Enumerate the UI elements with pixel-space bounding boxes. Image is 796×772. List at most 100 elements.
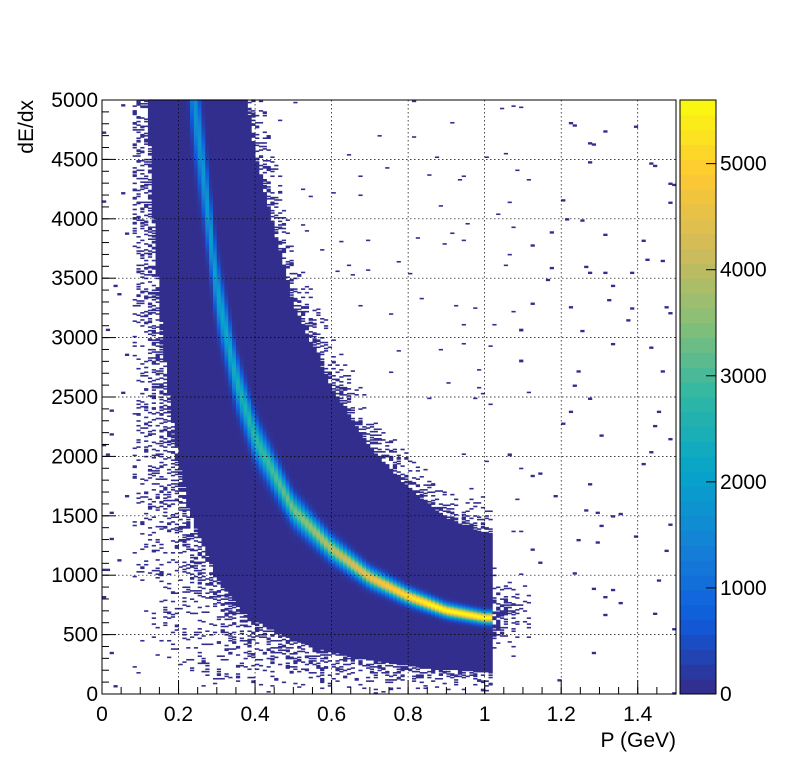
histogram-cell bbox=[167, 110, 172, 112]
histogram-cell bbox=[174, 473, 179, 476]
histogram-cell bbox=[140, 392, 145, 395]
histogram-cell bbox=[174, 385, 179, 388]
histogram-cell bbox=[174, 237, 179, 239]
histogram-cell bbox=[170, 186, 176, 188]
histogram-cell bbox=[170, 333, 176, 336]
histogram-cell bbox=[170, 202, 176, 205]
histogram-cell bbox=[151, 152, 156, 155]
histogram-cell bbox=[163, 478, 168, 480]
histogram-cell bbox=[174, 377, 179, 379]
histogram-cell bbox=[174, 408, 179, 410]
histogram-cell bbox=[167, 138, 172, 141]
histogram-cell bbox=[178, 338, 183, 340]
histogram-cell bbox=[193, 631, 199, 634]
histogram-cell bbox=[170, 241, 176, 244]
histogram-cell bbox=[167, 245, 172, 248]
histogram-cell bbox=[174, 265, 179, 268]
histogram-cell bbox=[147, 348, 153, 351]
histogram-cell bbox=[163, 352, 168, 355]
histogram-cell bbox=[159, 194, 164, 197]
histogram-cell bbox=[170, 119, 176, 122]
histogram-cell bbox=[147, 302, 153, 305]
histogram-cell bbox=[174, 313, 179, 315]
histogram-cell bbox=[178, 409, 183, 412]
histogram-cell bbox=[167, 297, 172, 300]
histogram-cell bbox=[174, 255, 179, 257]
histogram-cell bbox=[167, 373, 172, 376]
histogram-cell bbox=[167, 139, 172, 142]
histogram-cell bbox=[159, 455, 164, 458]
histogram-cell bbox=[170, 288, 176, 290]
histogram-cell bbox=[167, 309, 172, 312]
histogram-cell bbox=[174, 165, 179, 168]
histogram-cell bbox=[167, 117, 172, 119]
histogram-cell bbox=[144, 192, 149, 194]
histogram-cell bbox=[144, 214, 149, 217]
histogram-cell bbox=[144, 224, 149, 226]
histogram-cell bbox=[155, 164, 160, 167]
histogram-cell bbox=[170, 379, 176, 382]
histogram-cell bbox=[147, 424, 153, 427]
histogram-cell bbox=[178, 169, 183, 172]
histogram-cell bbox=[174, 345, 179, 347]
histogram-cell bbox=[170, 389, 176, 391]
histogram-cell bbox=[170, 275, 176, 277]
histogram-cell bbox=[178, 339, 183, 341]
histogram-cell bbox=[174, 490, 179, 492]
histogram-cell bbox=[167, 155, 172, 157]
histogram-cell bbox=[144, 187, 149, 189]
histogram-cell bbox=[155, 251, 160, 254]
histogram-cell bbox=[167, 225, 172, 227]
histogram-cell bbox=[174, 282, 179, 284]
histogram-cell bbox=[170, 213, 176, 216]
histogram-cell bbox=[136, 150, 141, 153]
histogram-cell bbox=[155, 199, 160, 201]
histogram-cell bbox=[174, 544, 179, 547]
histogram-cell bbox=[205, 630, 210, 633]
histogram-cell bbox=[167, 169, 172, 172]
histogram-cell bbox=[159, 295, 164, 298]
histogram-cell bbox=[190, 669, 195, 672]
histogram-cell bbox=[201, 643, 206, 646]
histogram-cell bbox=[174, 498, 179, 501]
histogram-cell bbox=[178, 133, 183, 136]
histogram-cell bbox=[170, 173, 176, 175]
histogram-cell bbox=[190, 581, 195, 584]
histogram-cell bbox=[163, 247, 168, 250]
histogram-cell bbox=[170, 345, 176, 347]
histogram-cell bbox=[170, 361, 176, 364]
histogram-cell bbox=[140, 159, 145, 162]
histogram-cell bbox=[170, 297, 176, 300]
histogram-cell bbox=[163, 245, 168, 248]
histogram-cell bbox=[136, 155, 141, 157]
histogram-cell bbox=[151, 265, 156, 268]
histogram-cell bbox=[178, 420, 183, 422]
histogram-cell bbox=[167, 432, 172, 434]
histogram-cell bbox=[167, 233, 172, 236]
histogram-cell bbox=[186, 548, 191, 551]
histogram-cell bbox=[140, 345, 145, 347]
histogram-cell bbox=[178, 150, 183, 153]
histogram-cell bbox=[170, 420, 176, 422]
histogram-cell bbox=[159, 384, 164, 387]
histogram-cell bbox=[163, 288, 168, 290]
histogram-cell bbox=[151, 201, 156, 204]
histogram-cell bbox=[174, 190, 179, 193]
histogram-cell bbox=[147, 132, 153, 135]
histogram-cell bbox=[136, 236, 141, 238]
histogram-cell bbox=[174, 108, 179, 111]
histogram-cell bbox=[178, 195, 183, 198]
histogram-cell bbox=[167, 318, 172, 320]
histogram-cell bbox=[170, 306, 176, 308]
histogram-cell bbox=[178, 487, 183, 490]
histogram-cell bbox=[147, 505, 153, 508]
histogram-cell bbox=[140, 496, 145, 498]
histogram-cell bbox=[144, 201, 149, 204]
histogram-cell bbox=[144, 360, 149, 363]
histogram-cell bbox=[174, 252, 179, 255]
histogram-cell bbox=[170, 259, 176, 262]
histogram-cell bbox=[170, 281, 176, 283]
histogram-cell bbox=[167, 440, 172, 442]
histogram-cell bbox=[170, 164, 176, 167]
histogram-cell bbox=[174, 270, 179, 273]
